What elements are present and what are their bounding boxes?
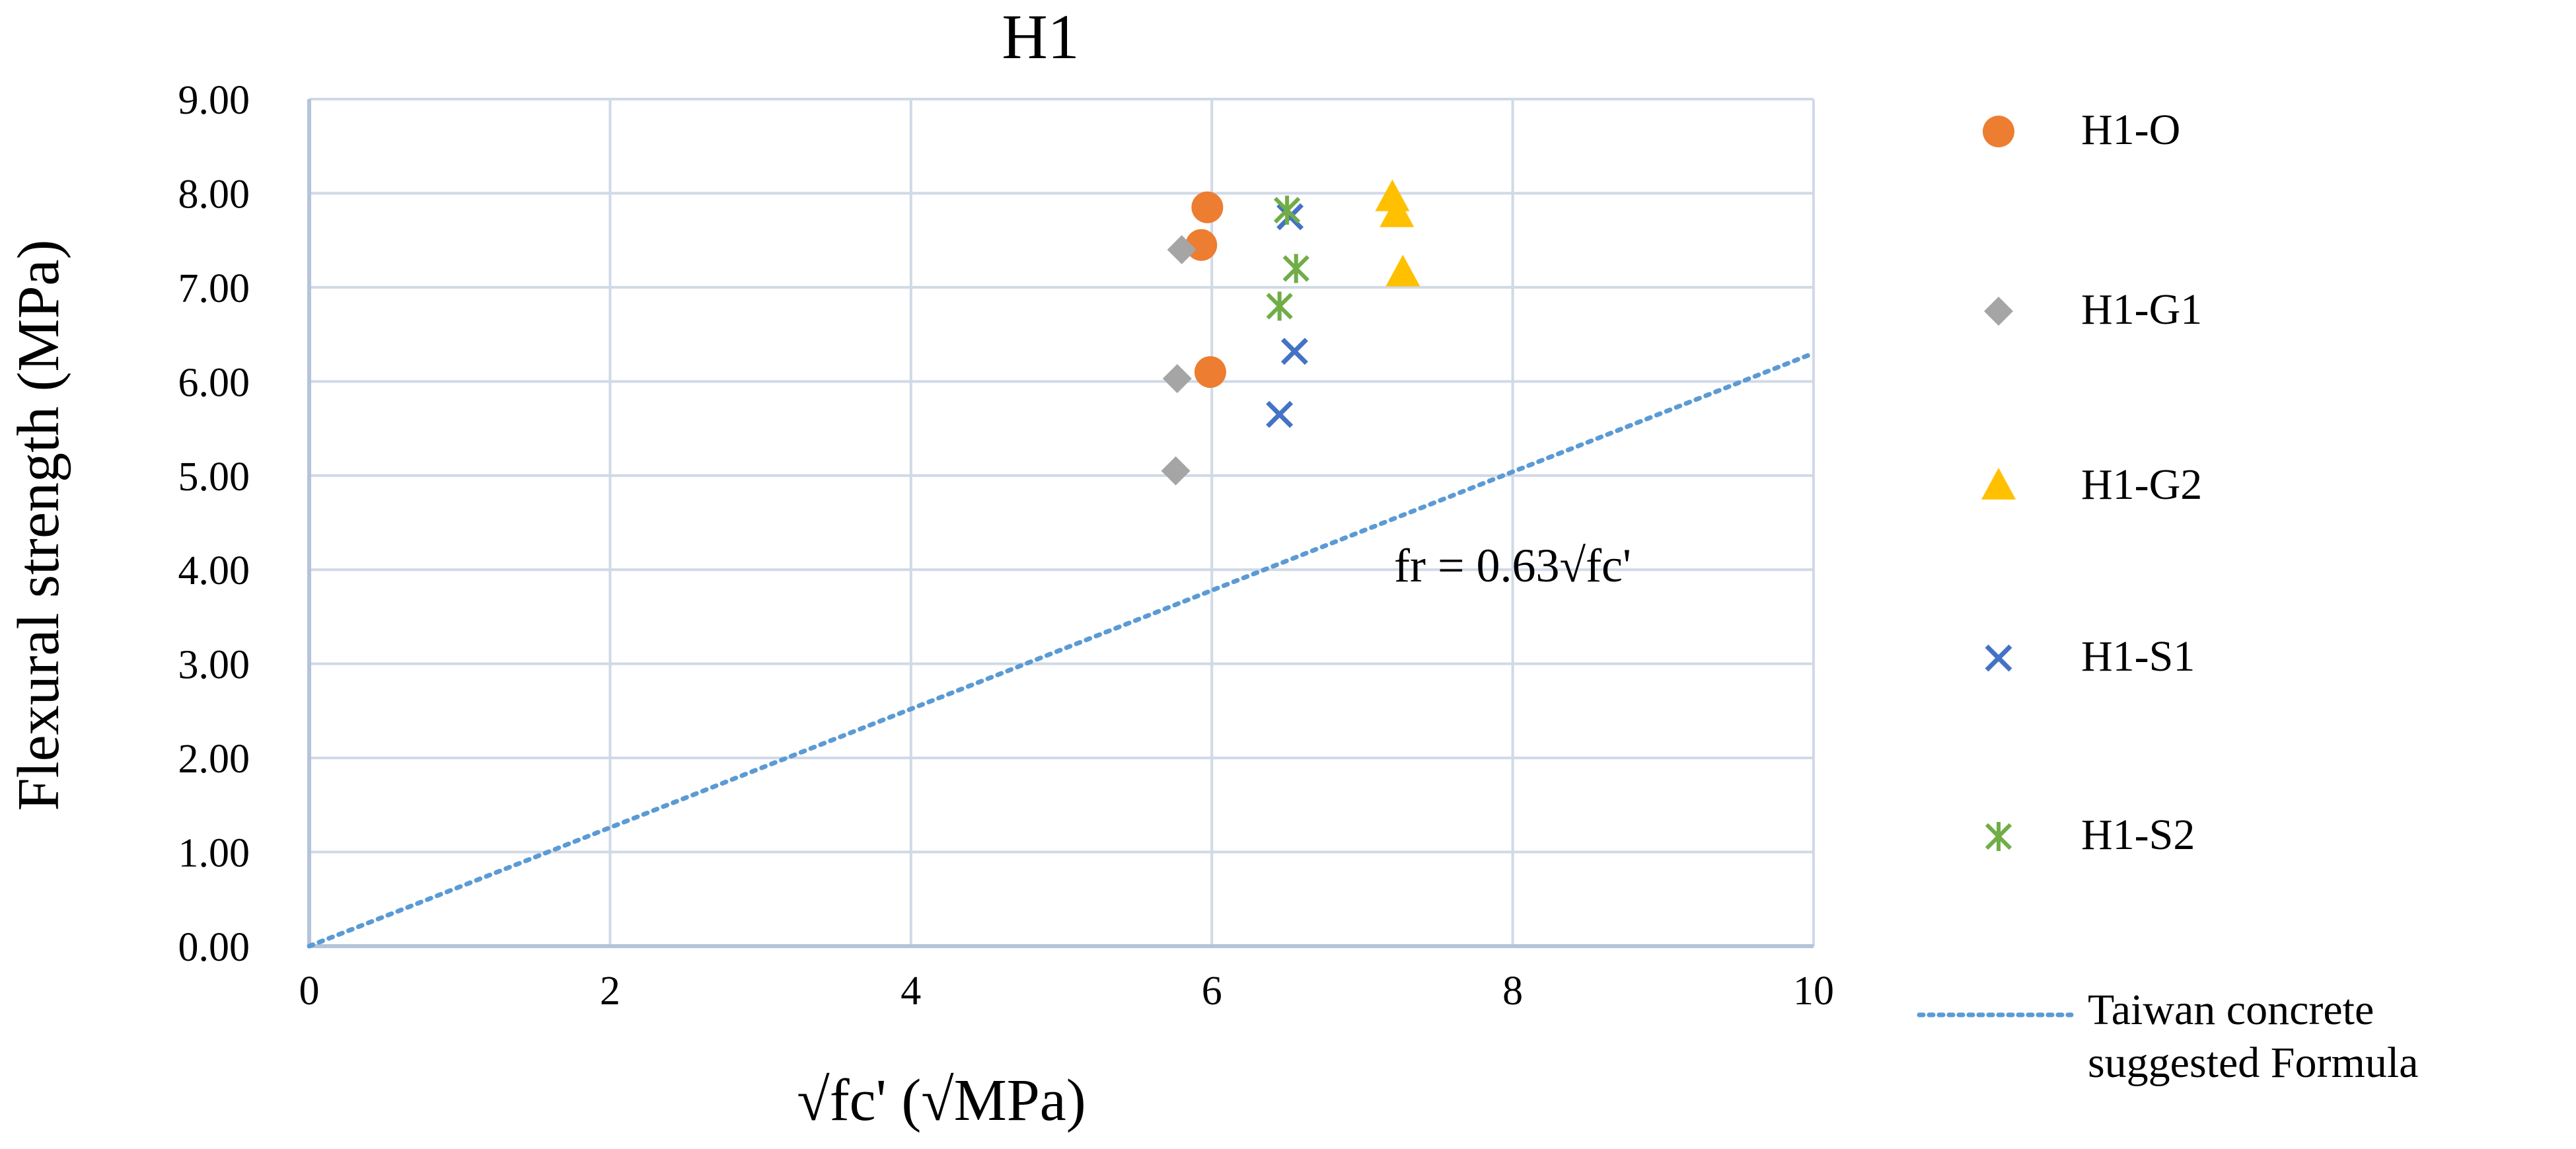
y-tick-label: 5.00 xyxy=(178,455,250,500)
data-points xyxy=(1161,179,1420,486)
marker-shape xyxy=(1194,356,1226,389)
formula-annotation: fr = 0.63√fc' xyxy=(1394,539,1631,592)
marker-shape xyxy=(1161,456,1191,486)
y-tick-label: 4.00 xyxy=(178,548,250,593)
marker-stroke xyxy=(1280,338,1308,365)
legend-item-h1-s1: H1-S1 xyxy=(1985,632,2195,681)
data-point-h1-g2 xyxy=(1380,195,1415,227)
marker-shape xyxy=(1981,468,2016,500)
legend-label-h1-s1: H1-S1 xyxy=(2081,632,2195,681)
reference-line-group xyxy=(307,351,1816,949)
y-tick-label: 9.00 xyxy=(178,78,250,123)
marker-stroke xyxy=(1985,644,2012,672)
data-point-h1-g1 xyxy=(1161,456,1191,486)
legend-label-h1-s2: H1-S2 xyxy=(2081,811,2195,859)
data-point-h1-g1 xyxy=(1162,364,1192,394)
y-tick-label: 2.00 xyxy=(178,737,250,782)
legend-marker-h1-g2 xyxy=(1981,468,2016,500)
tick-labels: 0.00 1.00 2.00 3.00 4.00 5.00 6.00 7.00 8.00 9.00… xyxy=(178,78,1835,1014)
legend-item-h1-g1: H1-G1 xyxy=(1984,285,2202,334)
legend-label-h1-g1: H1-G1 xyxy=(2081,285,2202,334)
legend-label-h1-g2: H1-G2 xyxy=(2081,461,2202,509)
chart-title: H1 xyxy=(1002,1,1079,72)
data-point-h1-s1 xyxy=(1266,400,1294,428)
axes xyxy=(307,99,1814,948)
data-point-h1-g1 xyxy=(1167,235,1196,264)
data-point-h1-s2 xyxy=(1266,291,1293,321)
reference-line xyxy=(307,351,1816,949)
data-point-h1-s1 xyxy=(1280,338,1308,365)
legend: H1-O H1-G1 H1-G2 H1-S1 H1-S2 Taiwan conc… xyxy=(1917,106,2418,1087)
legend-marker-h1-s2 xyxy=(1985,822,2012,851)
marker-shape xyxy=(1162,364,1192,394)
marker-stroke xyxy=(1276,203,1304,231)
y-tick-label: 1.00 xyxy=(178,831,250,876)
marker-shape xyxy=(1185,229,1218,261)
y-tick-label: 7.00 xyxy=(178,266,250,311)
data-point-h1-s1 xyxy=(1276,203,1304,231)
marker-stroke xyxy=(1266,400,1294,428)
data-point-h1-s2 xyxy=(1282,254,1309,283)
marker-shape xyxy=(1191,191,1224,223)
x-tick-label: 10 xyxy=(1793,969,1834,1014)
legend-item-reference-line: Taiwan concrete suggested Formula xyxy=(1917,986,2418,1087)
legend-marker-h1-o xyxy=(1983,116,2014,147)
marker-shape xyxy=(1983,116,2014,147)
data-point-h1-s2 xyxy=(1273,196,1301,225)
data-point-h1-o xyxy=(1191,191,1224,223)
marker-shape xyxy=(1167,235,1196,264)
x-tick-label: 2 xyxy=(600,969,620,1014)
x-tick-label: 8 xyxy=(1502,969,1523,1014)
data-point-h1-o xyxy=(1194,356,1226,389)
marker-shape xyxy=(1984,297,2013,326)
x-tick-label: 0 xyxy=(299,969,320,1014)
legend-label-reference-line-2: suggested Formula xyxy=(2088,1039,2418,1087)
legend-marker-h1-g1 xyxy=(1984,297,2013,326)
y-tick-label: 8.00 xyxy=(178,172,250,217)
legend-label-reference-line-1: Taiwan concrete xyxy=(2088,986,2374,1034)
x-axis-label: √fc' (√MPa) xyxy=(797,1068,1086,1133)
marker-shape xyxy=(1385,254,1420,287)
marker-shape xyxy=(1380,195,1415,227)
legend-item-h1-o: H1-O xyxy=(1983,106,2180,154)
gridlines xyxy=(309,98,1815,946)
legend-label-h1-o: H1-O xyxy=(2081,106,2180,154)
legend-marker-h1-s1 xyxy=(1985,644,2012,672)
y-tick-label: 6.00 xyxy=(178,360,250,405)
x-tick-label: 4 xyxy=(901,969,921,1014)
legend-item-h1-g2: H1-G2 xyxy=(1981,461,2202,509)
x-tick-label: 6 xyxy=(1202,969,1222,1014)
y-tick-label: 0.00 xyxy=(178,925,250,970)
data-point-h1-g2 xyxy=(1385,254,1420,287)
y-tick-label: 3.00 xyxy=(178,643,250,688)
data-point-h1-o xyxy=(1185,229,1218,261)
y-axis-label: Flexural strength (MPa) xyxy=(6,240,71,811)
legend-item-h1-s2: H1-S2 xyxy=(1985,811,2195,859)
